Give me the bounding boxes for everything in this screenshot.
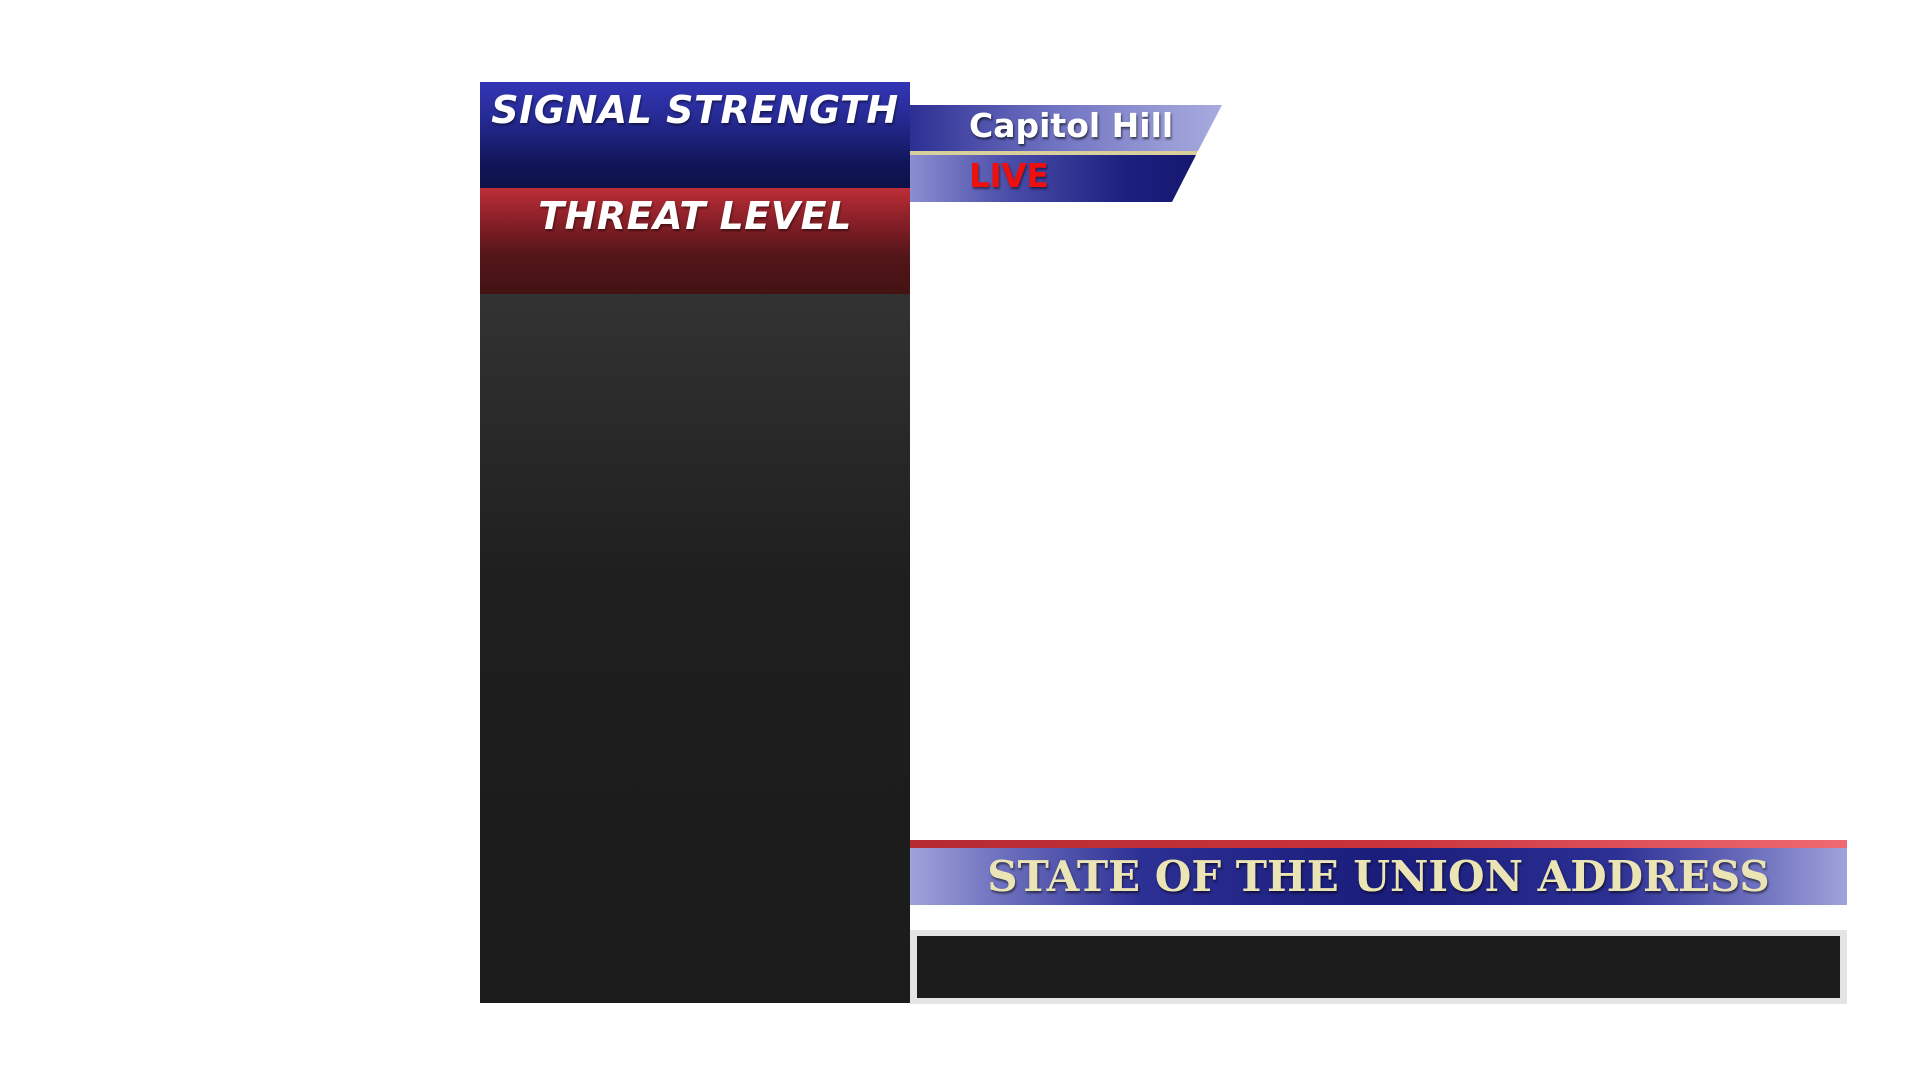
- threat-level-title: THREAT LEVEL: [538, 194, 852, 238]
- threat-level-header: THREAT LEVEL: [480, 188, 910, 294]
- lower-third-red-stripe: [910, 840, 1847, 848]
- lower-third-blue-bar: [910, 848, 1847, 905]
- signal-strength-header: SIGNAL STRENGTH: [480, 82, 910, 188]
- live-badge: LIVE: [969, 156, 1049, 195]
- ticker-box: [910, 930, 1847, 1004]
- lower-third-banner: STATE OF THE UNION ADDRESS: [910, 840, 1847, 906]
- location-name: Capitol Hill: [969, 106, 1174, 145]
- location-tag: Capitol Hill LIVE: [910, 105, 1222, 202]
- signal-strength-title: SIGNAL STRENGTH: [491, 88, 899, 132]
- ticker-area: [917, 936, 1840, 998]
- headline-text: STATE OF THE UNION ADDRESS: [987, 852, 1770, 901]
- side-panel: SIGNAL STRENGTH THREAT LEVEL: [480, 82, 910, 1003]
- location-tag-background: [910, 105, 1222, 202]
